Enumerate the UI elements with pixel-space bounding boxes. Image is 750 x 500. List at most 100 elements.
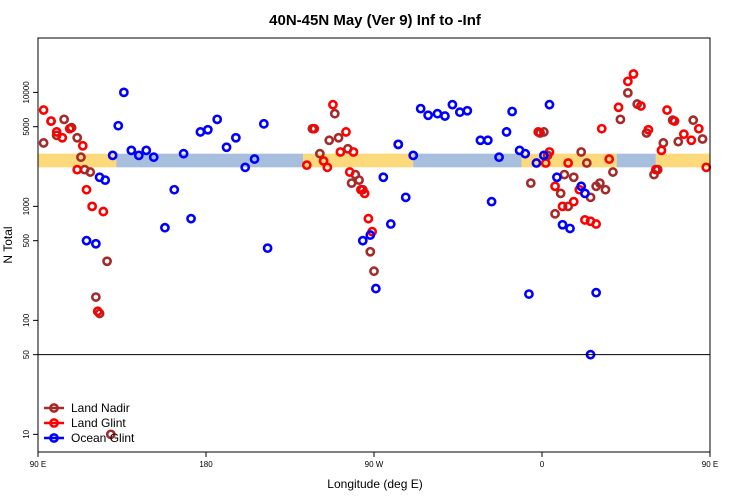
y-tick-label: 10000 <box>22 81 31 104</box>
data-point <box>507 106 518 117</box>
data-point <box>533 127 544 137</box>
y-tick-label: 1000 <box>22 197 31 215</box>
data-point <box>486 196 497 207</box>
data-point <box>628 69 639 79</box>
data-point <box>76 152 86 163</box>
data-point <box>369 266 379 277</box>
data-point <box>341 127 351 137</box>
data-point <box>85 167 96 177</box>
band-3 <box>413 153 522 168</box>
data-point <box>212 114 223 125</box>
data-point <box>240 162 251 173</box>
legend-item: Land Nadir <box>44 401 130 415</box>
data-point <box>622 76 633 87</box>
data-point <box>525 178 536 189</box>
data-point <box>98 206 109 217</box>
data-point <box>594 178 605 189</box>
data-point <box>378 172 389 183</box>
data-point <box>81 184 92 195</box>
data-point <box>423 110 434 121</box>
data-point <box>550 208 560 219</box>
data-point <box>501 127 512 137</box>
data-point <box>72 164 83 175</box>
data-point <box>613 102 624 113</box>
y-tick-label: 10 <box>22 429 31 438</box>
data-point <box>531 158 542 168</box>
y-axis-ticks: 10 50 100 500 1000 5000 10000 <box>22 81 38 439</box>
data-point <box>591 287 602 298</box>
data-point <box>550 181 560 192</box>
data-point <box>656 145 667 156</box>
data-point <box>494 152 504 163</box>
data-point <box>113 120 124 131</box>
x-axis-label: Longitude (deg E) <box>327 477 422 491</box>
data-point <box>393 139 404 150</box>
data-point <box>322 162 333 173</box>
data-point <box>335 147 346 157</box>
x-tick-label: 90 E <box>30 460 46 469</box>
x-axis-ticks: 90 E 180 90 W 0 90 E <box>30 452 718 469</box>
data-point <box>552 172 562 183</box>
data-point <box>333 132 344 143</box>
data-point <box>608 167 618 177</box>
data-point <box>301 160 312 171</box>
data-point <box>600 184 611 195</box>
series-2 <box>81 87 602 360</box>
data-point <box>576 147 587 157</box>
legend-marker <box>49 418 59 428</box>
data-point <box>669 116 680 126</box>
band-6 <box>655 153 710 168</box>
data-point <box>100 175 111 186</box>
data-point <box>385 219 396 229</box>
data-point <box>328 99 338 110</box>
data-point <box>186 213 196 224</box>
data-point <box>650 164 661 175</box>
data-point <box>538 150 549 161</box>
data-point <box>557 219 568 230</box>
data-point <box>678 129 689 140</box>
data-point <box>615 114 626 125</box>
data-point <box>202 124 213 135</box>
data-point <box>344 167 355 177</box>
data-point <box>622 87 633 98</box>
data-point <box>365 246 376 257</box>
legend-label: Land Glint <box>71 416 126 430</box>
data-point <box>524 289 534 299</box>
data-point <box>643 124 654 135</box>
x-tick-label: 0 <box>540 460 545 469</box>
data-point <box>636 101 646 111</box>
data-point <box>178 148 189 159</box>
x-tick-label: 90 E <box>702 460 718 469</box>
data-point <box>568 196 579 207</box>
data-point <box>688 115 699 126</box>
data-point <box>221 142 232 153</box>
data-point <box>363 213 374 224</box>
data-point <box>581 158 592 168</box>
data-point <box>262 243 273 254</box>
data-point <box>563 201 574 212</box>
data-point <box>580 215 590 225</box>
data-point <box>87 201 98 212</box>
data-point <box>105 429 116 440</box>
data-point <box>520 148 531 159</box>
y-tick-label: 5000 <box>22 117 31 135</box>
data-point <box>77 140 88 151</box>
data-point <box>169 184 180 195</box>
data-point <box>64 123 75 134</box>
data-point <box>90 292 101 302</box>
data-point <box>693 123 704 134</box>
data-point <box>258 118 269 129</box>
legend-item: Ocean Glint <box>44 431 135 445</box>
data-point <box>565 223 575 234</box>
y-tick-label: 100 <box>22 313 31 327</box>
data-point <box>568 172 579 183</box>
data-point <box>348 147 359 157</box>
data-point <box>309 123 320 134</box>
data-point <box>160 222 170 233</box>
data-point <box>555 188 566 199</box>
data-point <box>440 111 450 121</box>
data-point <box>249 154 260 164</box>
data-point <box>72 132 83 143</box>
data-point <box>81 235 92 246</box>
